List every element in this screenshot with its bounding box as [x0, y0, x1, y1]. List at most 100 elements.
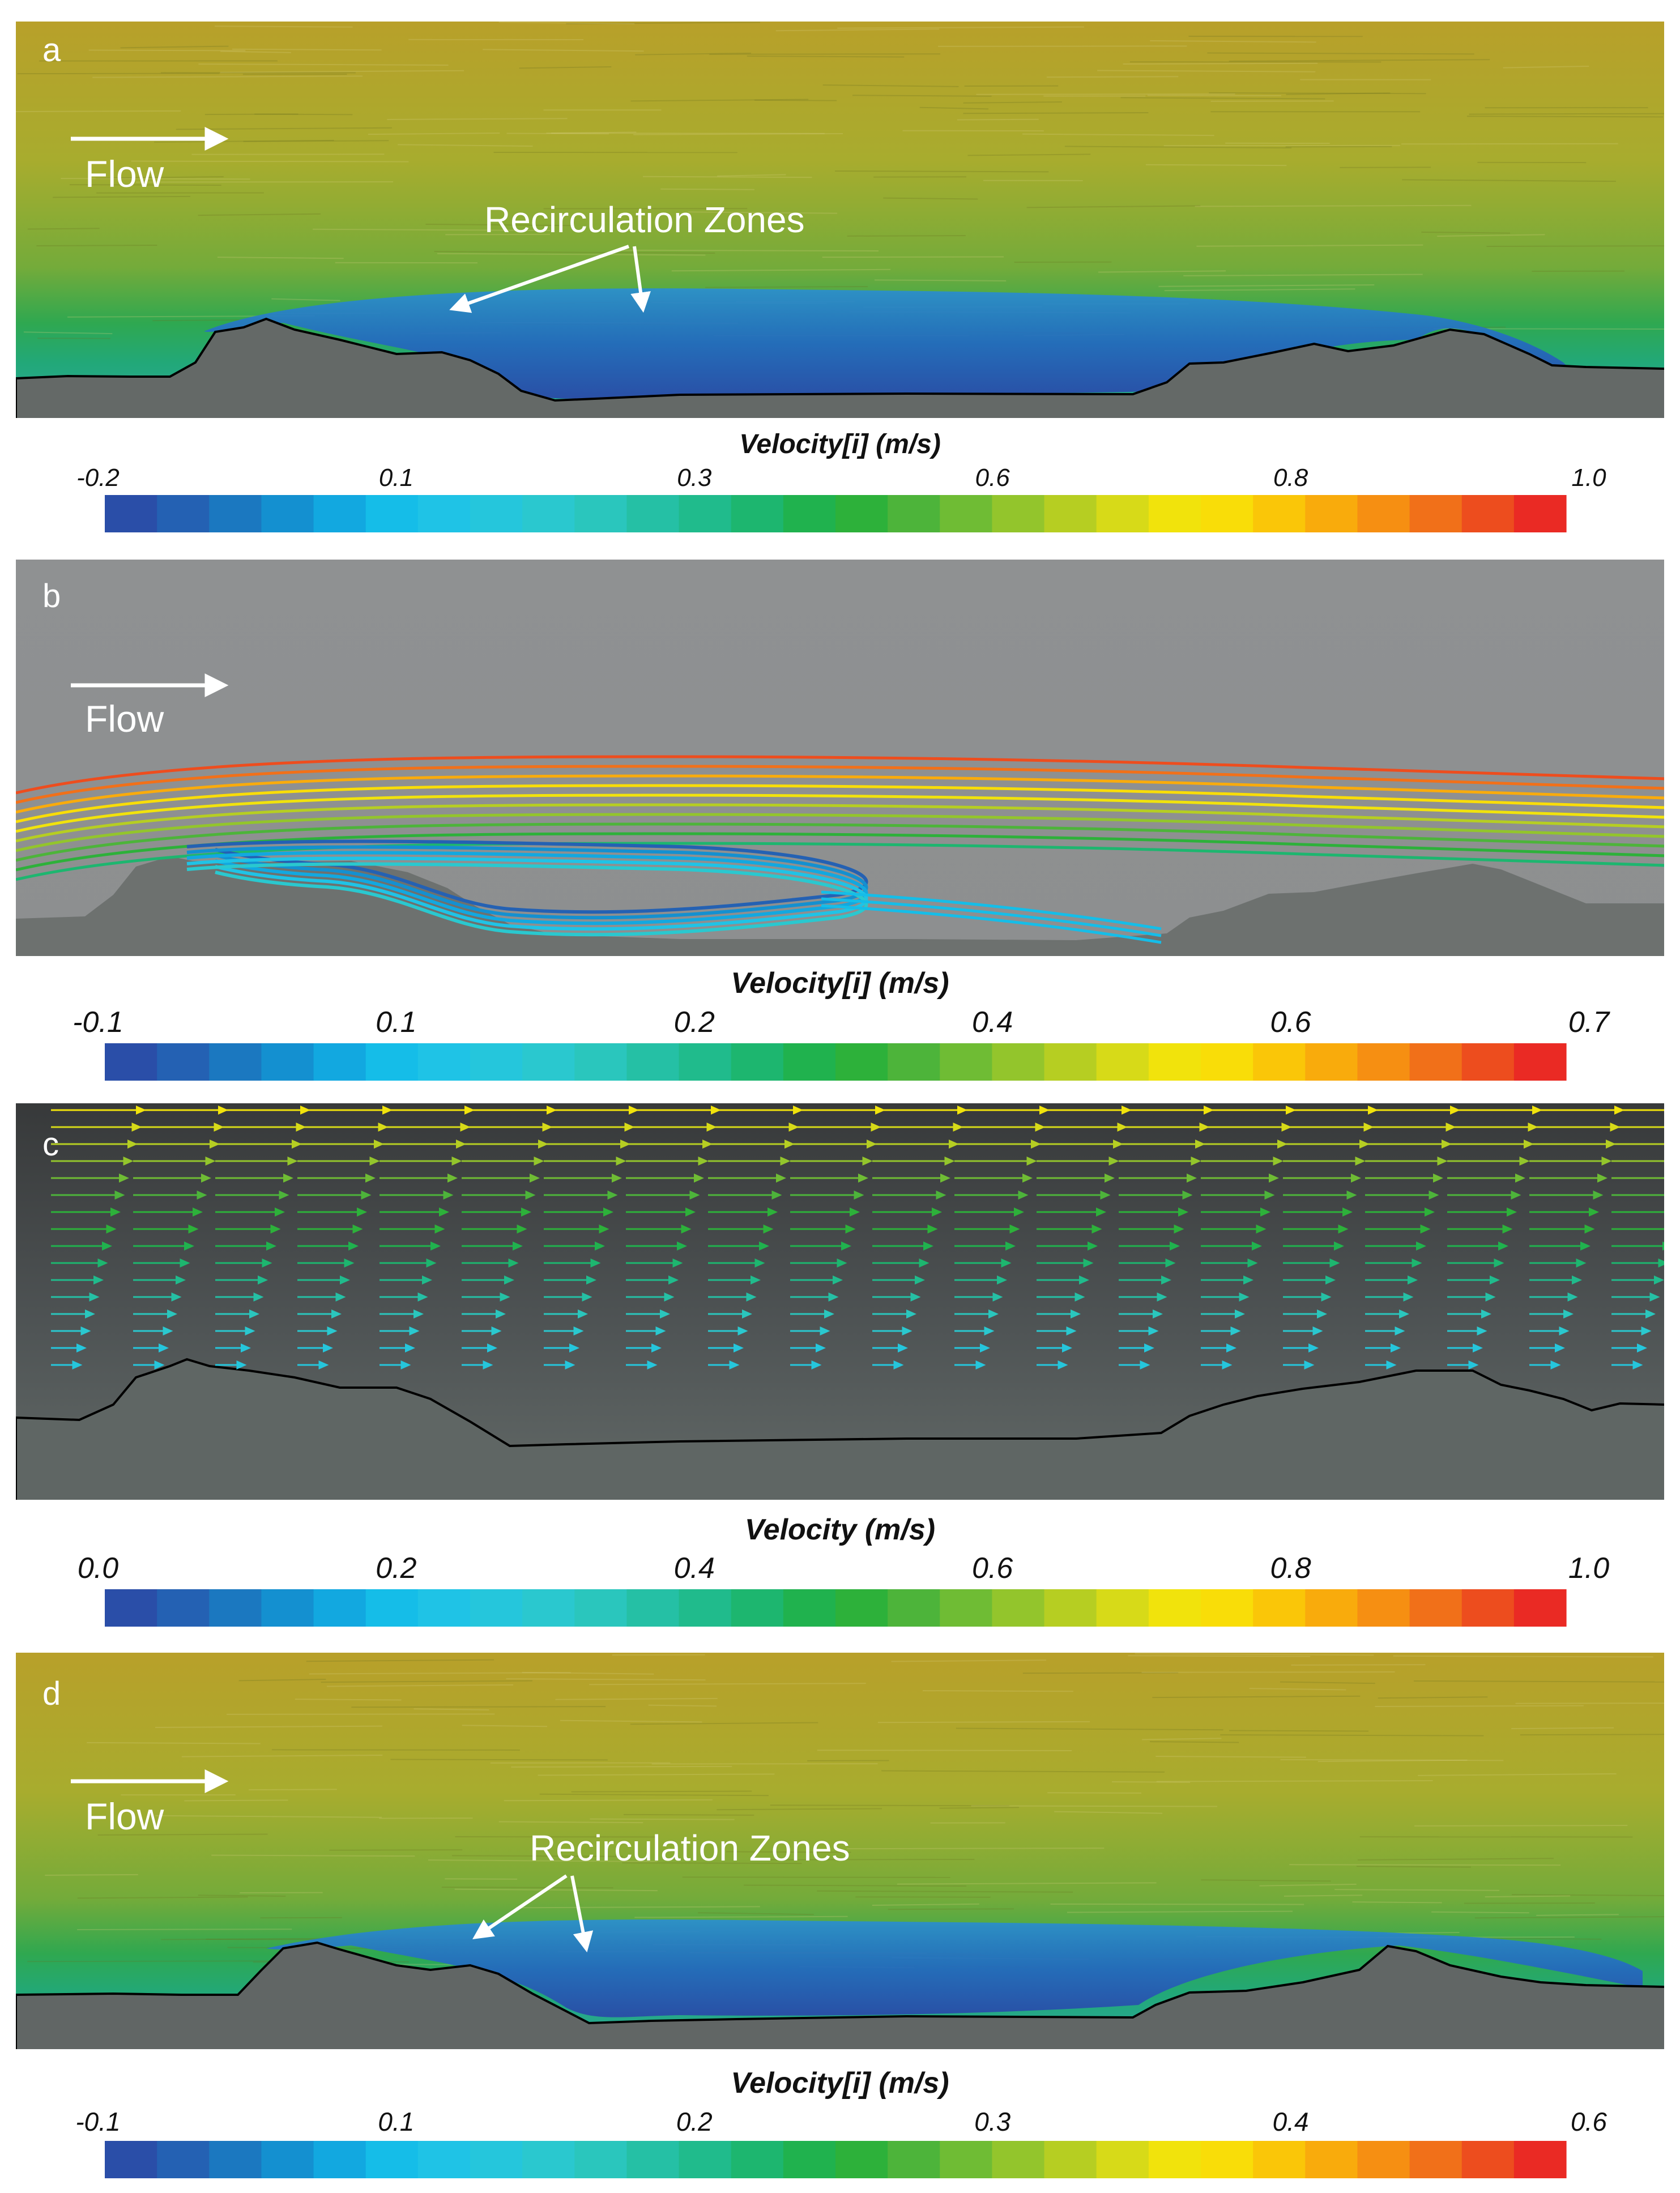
streak-line [630, 1722, 818, 1725]
colorbar-d: Velocity[i] (m/s) -0.1 0.1 0.2 0.3 0.4 0.6 [75, 2067, 1607, 2178]
streak-line [441, 1887, 613, 1889]
streak-line [1511, 1894, 1664, 1896]
velocity-vector-head [1654, 1275, 1664, 1285]
streak-line [881, 1770, 1165, 1773]
velocity-vector-head [1667, 1225, 1677, 1234]
streak-line [1536, 1914, 1619, 1916]
streak-line [634, 1915, 848, 1918]
velocity-vector-head [1429, 1191, 1439, 1200]
velocity-vector-head [1559, 1326, 1570, 1336]
panel-a-annotation-arrow-right [630, 246, 651, 313]
velocity-vector-head [180, 1258, 190, 1268]
streak-line [27, 228, 100, 230]
colorbar-b-swatch [940, 1043, 993, 1081]
velocity-vector-head [1264, 1191, 1275, 1200]
colorbar-a-swatch [417, 495, 471, 532]
velocity-vector-head [193, 1208, 203, 1217]
streak-line [1249, 1688, 1346, 1691]
streak-line [1393, 1655, 1653, 1658]
streak-line [939, 1807, 1019, 1809]
streak-line [835, 170, 1049, 173]
velocity-vector-head [569, 1343, 579, 1353]
velocity-vector-head [771, 1191, 782, 1200]
velocity-vector-head [845, 1225, 856, 1234]
velocity-vector-head [992, 1292, 1003, 1302]
colorbar-a-swatch [365, 495, 419, 532]
velocity-vector-head [833, 1275, 843, 1285]
streak-line [1357, 1858, 1554, 1861]
streak-line [88, 49, 246, 52]
velocity-vector-head [940, 1174, 950, 1183]
colorbar-d-swatch [835, 2141, 888, 2178]
panel-a-annotation-arrow-left [449, 245, 630, 313]
colorbar-a-tick-label: 0.6 [975, 464, 1010, 492]
velocity-vector-head [668, 1275, 679, 1285]
colorbar-c: Velocity (m/s) 0.0 0.2 0.4 0.6 0.8 1.0 [78, 1513, 1609, 1627]
streak-line [1150, 40, 1316, 43]
streamline [16, 755, 1664, 795]
streak-line [671, 268, 891, 272]
streak-line [155, 1815, 382, 1818]
streak-line [919, 106, 989, 110]
panel-a [16, 22, 1664, 418]
velocity-vector-head [1662, 1241, 1664, 1251]
velocity-vector-head [89, 1292, 100, 1302]
streak-line [92, 75, 363, 78]
velocity-vector-head [1226, 1343, 1236, 1353]
streak-line [743, 1884, 967, 1887]
velocity-vector-head [1157, 1292, 1167, 1302]
streak-line [97, 1833, 268, 1836]
velocity-vector-head [1637, 1343, 1647, 1353]
velocity-vector-head [1420, 1225, 1431, 1234]
colorbar-d-tick-label: 0.3 [974, 2107, 1010, 2136]
velocity-vector-head [1001, 1258, 1012, 1268]
streak-line [963, 101, 1062, 104]
colorbar-c-swatch [940, 1589, 993, 1627]
velocity-vector-head [944, 1157, 955, 1166]
velocity-vector-head [1473, 1343, 1483, 1353]
streak-line [1152, 1695, 1361, 1699]
streak-line [1046, 76, 1179, 78]
velocity-vector-head [241, 1343, 251, 1353]
colorbar-a-swatch [574, 495, 628, 532]
velocity-vector-head [1351, 1174, 1361, 1183]
panel-c-letter: c [42, 1126, 59, 1163]
colorbar-c-swatch [888, 1589, 940, 1627]
velocity-vector-head [85, 1309, 95, 1319]
velocity-vector-head [1071, 1309, 1081, 1319]
colorbar-b-swatch [1513, 1043, 1567, 1081]
velocity-vector-head [348, 1241, 359, 1251]
streamline [16, 793, 1664, 833]
velocity-vector-head [837, 1258, 847, 1268]
velocity-vector-head [1195, 1140, 1205, 1149]
velocity-vector-head [923, 1241, 933, 1251]
streak-line [271, 298, 340, 301]
velocity-vector-head [603, 1208, 613, 1217]
colorbar-c-swatch [1201, 1589, 1253, 1627]
velocity-vector-head [283, 1174, 293, 1183]
colorbar-c-swatch [1357, 1589, 1410, 1627]
velocity-vector-head [521, 1208, 531, 1217]
streamline [821, 897, 1162, 937]
colorbar-a-swatch [1096, 495, 1149, 532]
velocity-vector-head [318, 1360, 329, 1369]
velocity-vector-head [651, 1343, 662, 1353]
velocity-vector-head [184, 1241, 194, 1251]
velocity-vector-head [538, 1140, 548, 1149]
velocity-vector-head [698, 1157, 709, 1166]
streak-line [504, 1799, 713, 1802]
colorbar-a-swatch [1461, 495, 1515, 532]
colorbar-d-swatch [1096, 2141, 1149, 2178]
velocity-vector-head [1386, 1360, 1397, 1369]
velocity-vector-head [893, 1360, 904, 1369]
streak-line [1141, 1671, 1395, 1673]
colorbar-a-tick-label: 0.8 [1273, 464, 1308, 492]
velocity-vector-head [1641, 1326, 1652, 1336]
velocity-vector-head [1329, 1258, 1340, 1268]
panel-c [16, 1103, 1677, 1500]
colorbars: Velocity[i] (m/s) -0.2 0.1 0.3 0.6 0.8 1.0 Ve… [73, 429, 1610, 2178]
streak-line [648, 1704, 717, 1707]
velocity-vector-head [253, 1292, 264, 1302]
velocity-vector-head [1312, 1326, 1323, 1336]
colorbar-a-swatch [209, 495, 262, 532]
